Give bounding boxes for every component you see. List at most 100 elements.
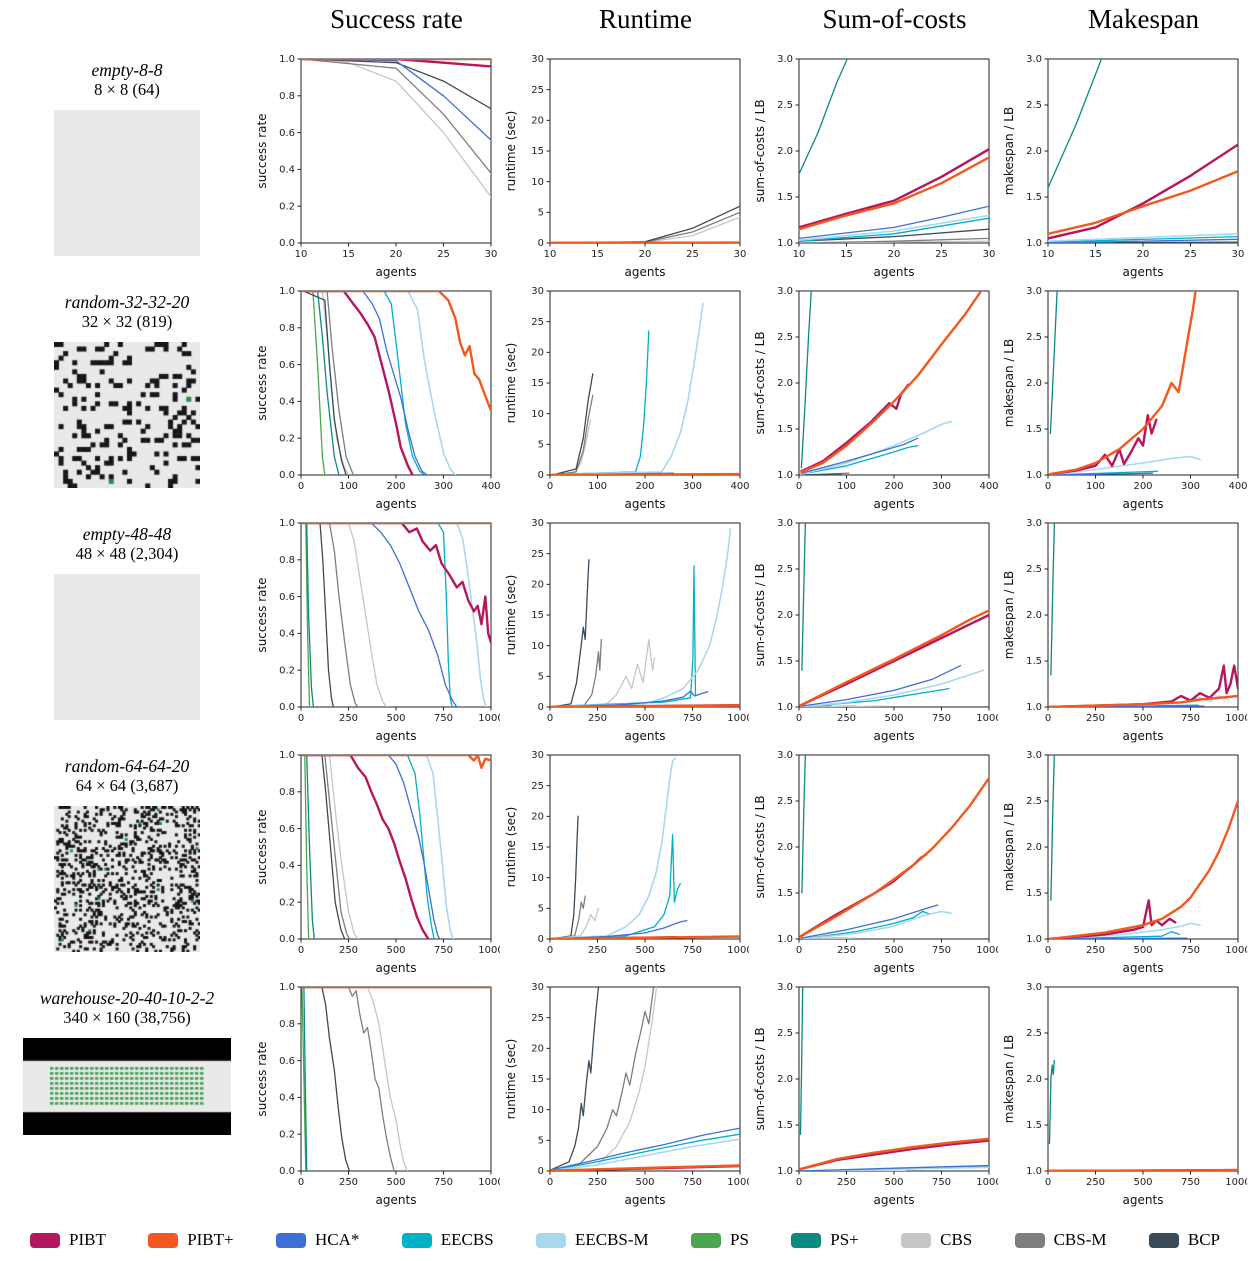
svg-text:750: 750 [1181, 945, 1200, 956]
svg-text:200: 200 [1133, 481, 1152, 492]
svg-text:makespan / LB: makespan / LB [1002, 1035, 1016, 1123]
svg-text:0.0: 0.0 [279, 1166, 295, 1177]
svg-text:3.0: 3.0 [1026, 286, 1042, 297]
chart-grid: empty-8-8 8 × 8 (64) 10 15 20 25 30 0.0 0.2 0.4 0.… [0, 50, 1250, 1210]
svg-text:2.5: 2.5 [777, 100, 793, 111]
svg-text:3.0: 3.0 [1026, 518, 1042, 529]
legend-swatch-EECBS-M [535, 1232, 566, 1248]
svg-text:success rate: success rate [255, 809, 269, 884]
legend-swatch-PS [691, 1232, 721, 1248]
map-cell-random-32-32-20: random-32-32-20 32 × 32 (819) [0, 282, 254, 517]
svg-text:500: 500 [386, 713, 405, 724]
svg-text:0: 0 [538, 934, 544, 945]
column-headers: Success rate Runtime Sum-of-costs Makesp… [0, 0, 1250, 50]
svg-text:200: 200 [635, 481, 654, 492]
svg-text:0.4: 0.4 [279, 629, 295, 640]
svg-text:runtime (sec): runtime (sec) [504, 343, 518, 424]
legend-label: CBS [940, 1230, 973, 1249]
column-header-success-rate: Success rate [330, 4, 463, 34]
legend-item-CBS-M: CBS-M [1014, 1230, 1107, 1250]
svg-text:0.0: 0.0 [279, 470, 295, 481]
svg-text:250: 250 [837, 945, 856, 956]
svg-text:agents: agents [874, 1193, 915, 1207]
legend-item-BCP: BCP [1148, 1230, 1220, 1250]
legend-swatch-PIBT+ [148, 1232, 179, 1248]
svg-text:makespan / LB: makespan / LB [1002, 571, 1016, 659]
benchmark-row-empty-8-8: empty-8-8 8 × 8 (64) 10 15 20 25 30 0.0 0.2 0.4 0.… [0, 50, 1250, 282]
svg-text:1.0: 1.0 [1026, 470, 1042, 481]
svg-text:3.0: 3.0 [777, 518, 793, 529]
legend-swatch-CBS-M [1014, 1232, 1045, 1248]
svg-text:750: 750 [683, 945, 702, 956]
svg-text:0.6: 0.6 [279, 824, 295, 835]
svg-text:agents: agents [376, 1193, 417, 1207]
svg-text:makespan / LB: makespan / LB [1002, 339, 1016, 427]
svg-text:1.0: 1.0 [777, 470, 793, 481]
svg-text:20: 20 [888, 249, 901, 260]
svg-text:agents: agents [1123, 729, 1164, 743]
svg-text:0.0: 0.0 [279, 934, 295, 945]
svg-text:agents: agents [376, 497, 417, 511]
svg-text:30: 30 [734, 249, 747, 260]
svg-text:success rate: success rate [255, 113, 269, 188]
svg-text:0: 0 [538, 702, 544, 713]
svg-text:0: 0 [547, 945, 553, 956]
svg-text:200: 200 [386, 481, 405, 492]
svg-text:1.0: 1.0 [777, 934, 793, 945]
svg-text:sum-of-costs / LB: sum-of-costs / LB [753, 1027, 767, 1130]
svg-text:250: 250 [339, 713, 358, 724]
svg-text:25: 25 [1184, 249, 1197, 260]
svg-text:20: 20 [390, 249, 403, 260]
svg-text:1.5: 1.5 [777, 424, 793, 435]
legend-item-CBS: CBS [901, 1230, 972, 1250]
svg-text:2.5: 2.5 [777, 796, 793, 807]
svg-text:300: 300 [932, 481, 951, 492]
svg-text:agents: agents [874, 265, 915, 279]
svg-text:500: 500 [386, 945, 405, 956]
legend-swatch-EECBS [401, 1232, 432, 1248]
svg-text:0.8: 0.8 [279, 323, 295, 334]
svg-text:15: 15 [531, 146, 544, 157]
svg-text:1.5: 1.5 [1026, 888, 1042, 899]
svg-text:0.6: 0.6 [279, 128, 295, 139]
svg-text:750: 750 [683, 1177, 702, 1188]
svg-text:400: 400 [979, 481, 998, 492]
svg-text:0.2: 0.2 [279, 433, 295, 444]
svg-text:agents: agents [625, 961, 666, 975]
svg-text:30: 30 [531, 518, 544, 529]
svg-text:0: 0 [538, 1166, 544, 1177]
legend-swatch-PS+ [791, 1232, 822, 1248]
svg-text:25: 25 [531, 549, 544, 560]
legend-item-PS: PS [691, 1230, 749, 1250]
map-size-label: 340 × 160 (38,756) [63, 1008, 191, 1028]
svg-text:0.6: 0.6 [279, 1056, 295, 1067]
svg-text:agents: agents [1123, 1193, 1164, 1207]
map-cell-warehouse-20-40-10-2-2: warehouse-20-40-10-2-2 340 × 160 (38,756) [0, 978, 254, 1213]
svg-text:100: 100 [339, 481, 358, 492]
svg-text:750: 750 [932, 945, 951, 956]
svg-text:0: 0 [538, 238, 544, 249]
svg-text:runtime (sec): runtime (sec) [504, 575, 518, 656]
svg-text:2.5: 2.5 [777, 1028, 793, 1039]
svg-text:20: 20 [531, 348, 544, 359]
svg-text:0: 0 [547, 481, 553, 492]
legend-swatch-PIBT [30, 1232, 60, 1248]
benchmark-row-random-64-64-20: random-64-64-20 64 × 64 (3,687) 0 250 500 750… [0, 746, 1250, 978]
svg-text:10: 10 [531, 873, 544, 884]
benchmark-row-empty-48-48: empty-48-48 48 × 48 (2,304) 0 250 500 750 100 0… [0, 514, 1250, 746]
svg-text:2.0: 2.0 [1026, 378, 1042, 389]
svg-text:success rate: success rate [255, 577, 269, 652]
svg-text:sum-of-costs / LB: sum-of-costs / LB [753, 563, 767, 666]
svg-text:750: 750 [683, 713, 702, 724]
svg-text:250: 250 [837, 713, 856, 724]
svg-text:750: 750 [1181, 713, 1200, 724]
